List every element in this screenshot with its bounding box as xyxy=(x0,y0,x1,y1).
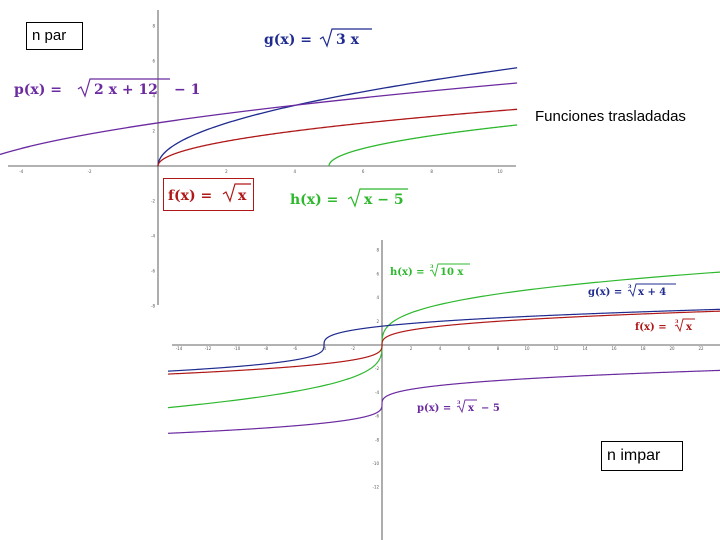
c2-x-tick-label: 8 xyxy=(497,346,500,351)
c1-x-tick-label: 4 xyxy=(294,169,297,174)
c2-x-tick-label: 20 xyxy=(669,346,675,351)
svg-text:f(x) =: f(x) = xyxy=(168,188,212,204)
svg-text:3: 3 xyxy=(675,319,679,325)
c2-x-tick-label: 6 xyxy=(468,346,471,351)
svg-text:x: x xyxy=(468,403,475,414)
c2-y-tick-label: 2 xyxy=(376,319,379,324)
svg-text:x: x xyxy=(238,188,247,204)
c1-curve-f xyxy=(157,108,518,166)
c2-x-tick-label: 18 xyxy=(640,346,646,351)
c2-y-tick-label: -6 xyxy=(375,414,379,419)
svg-text:3: 3 xyxy=(628,284,632,290)
c1-x-tick-label: -4 xyxy=(19,169,23,174)
c1-curve-g xyxy=(157,67,518,166)
label-funciones-trasladadas: Funciones trasladadas xyxy=(535,108,686,125)
svg-text:3: 3 xyxy=(457,400,461,406)
c1-x-tick-label: 6 xyxy=(362,169,365,174)
c2-x-tick-label: 16 xyxy=(611,346,617,351)
c2-curve-p xyxy=(34,370,720,438)
c2-x-tick-label: 14 xyxy=(582,346,588,351)
c2-x-tick-label: -10 xyxy=(234,346,241,351)
c2-y-tick-label: -2 xyxy=(375,366,379,371)
c1-y-tick-label: -8 xyxy=(151,304,155,309)
c2-y-tick-label: -8 xyxy=(375,437,379,442)
eq-g1: g(x) = 3 x xyxy=(264,28,372,48)
c2-x-tick-label: -8 xyxy=(264,346,268,351)
c2-background xyxy=(168,235,720,540)
c2-x-tick-label: 10 xyxy=(524,346,530,351)
c1-y-tick-label: 8 xyxy=(152,24,155,29)
c1-curve-p xyxy=(0,82,518,156)
svg-text:p(x) =: p(x) = xyxy=(14,82,62,98)
eq-f2: f(x) = 3 x xyxy=(635,318,695,333)
c2-y-tick-label: 4 xyxy=(376,295,379,300)
eq-f1: f(x) = x xyxy=(163,178,254,211)
c2-curve-f xyxy=(34,311,720,379)
svg-text:x: x xyxy=(686,322,693,333)
c1-x-tick-label: 10 xyxy=(497,169,503,174)
c2-y-tick-label: -4 xyxy=(375,390,379,395)
c1-x-tick-label: 8 xyxy=(430,169,433,174)
svg-text:− 5: − 5 xyxy=(481,403,500,414)
c2-curve-g xyxy=(34,309,720,377)
svg-text:x − 5: x − 5 xyxy=(364,192,404,208)
c2-x-tick-label: 22 xyxy=(698,346,704,351)
svg-text:x + 4: x + 4 xyxy=(638,287,666,298)
svg-text:10 x: 10 x xyxy=(440,267,464,278)
c1-x-tick-label: -2 xyxy=(88,169,92,174)
eq-h1: h(x) = x − 5 xyxy=(290,188,408,208)
svg-text:g(x) =: g(x) = xyxy=(264,32,312,48)
c2-x-tick-label: 4 xyxy=(439,346,442,351)
svg-text:3: 3 xyxy=(430,264,434,270)
c1-curve-h xyxy=(328,124,518,166)
c1-y-tick-label: 4 xyxy=(152,94,155,99)
c1-curves xyxy=(0,67,518,166)
c1-y-tick-label: -2 xyxy=(151,199,155,204)
svg-text:2 x + 12: 2 x + 12 xyxy=(94,82,158,98)
c1-y-tick-label: -4 xyxy=(151,234,155,239)
eq-h2: h(x) = 3 10 x xyxy=(390,263,470,278)
c2-curves xyxy=(34,271,720,438)
c1-x-tick-label: 2 xyxy=(225,169,228,174)
c1-y-tick-label: 6 xyxy=(152,59,155,64)
c2-y-tick-label: 8 xyxy=(376,248,379,253)
c2-x-tick-label: -6 xyxy=(293,346,297,351)
svg-text:h(x) =: h(x) = xyxy=(290,192,338,208)
eq-p2: p(x) = 3 x − 5 xyxy=(417,399,500,414)
eq-g2: g(x) = 3 x + 4 xyxy=(588,283,676,298)
eq-p1: p(x) = 2 x + 12 − 1 xyxy=(14,78,200,98)
svg-text:− 1: − 1 xyxy=(174,82,200,98)
svg-text:3 x: 3 x xyxy=(336,32,360,48)
c2-y-tick-label: -12 xyxy=(372,485,379,490)
c2-y-tick-label: 6 xyxy=(376,271,379,276)
svg-text:p(x) =: p(x) = xyxy=(417,403,451,414)
c2-x-tick-label: -2 xyxy=(351,346,355,351)
svg-text:g(x) =: g(x) = xyxy=(588,287,622,298)
c2-x-tick-label: -12 xyxy=(205,346,212,351)
c2-y-tick-label: -10 xyxy=(372,461,379,466)
label-n-par: n par xyxy=(26,22,83,50)
c2-x-tick-label: 2 xyxy=(410,346,413,351)
c2-x-tick-label: 12 xyxy=(553,346,559,351)
svg-text:f(x) =: f(x) = xyxy=(635,322,667,333)
c1-y-tick-label: 2 xyxy=(152,129,155,134)
svg-text:h(x) =: h(x) = xyxy=(390,267,425,278)
c2-x-tick-label: -14 xyxy=(176,346,183,351)
c1-y-tick-label: -6 xyxy=(151,269,155,274)
label-n-impar: n impar xyxy=(601,441,683,471)
